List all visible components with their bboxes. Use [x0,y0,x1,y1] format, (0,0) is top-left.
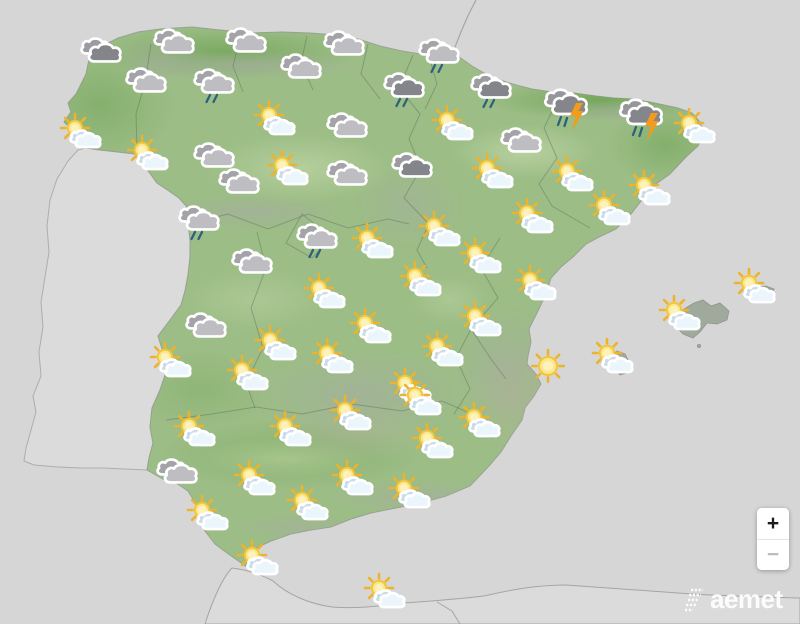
cabrera-island [697,343,702,348]
zoom-control: + − [757,508,789,570]
zoom-control-divider [757,538,789,540]
aemet-logo-icon [685,588,703,611]
zoom-in-button[interactable]: + [757,508,789,539]
zoom-out-button[interactable]: − [757,539,789,570]
aemet-logo: aemet [682,584,783,615]
africa-border-line [436,601,461,624]
aemet-logo-text: aemet [710,584,783,614]
